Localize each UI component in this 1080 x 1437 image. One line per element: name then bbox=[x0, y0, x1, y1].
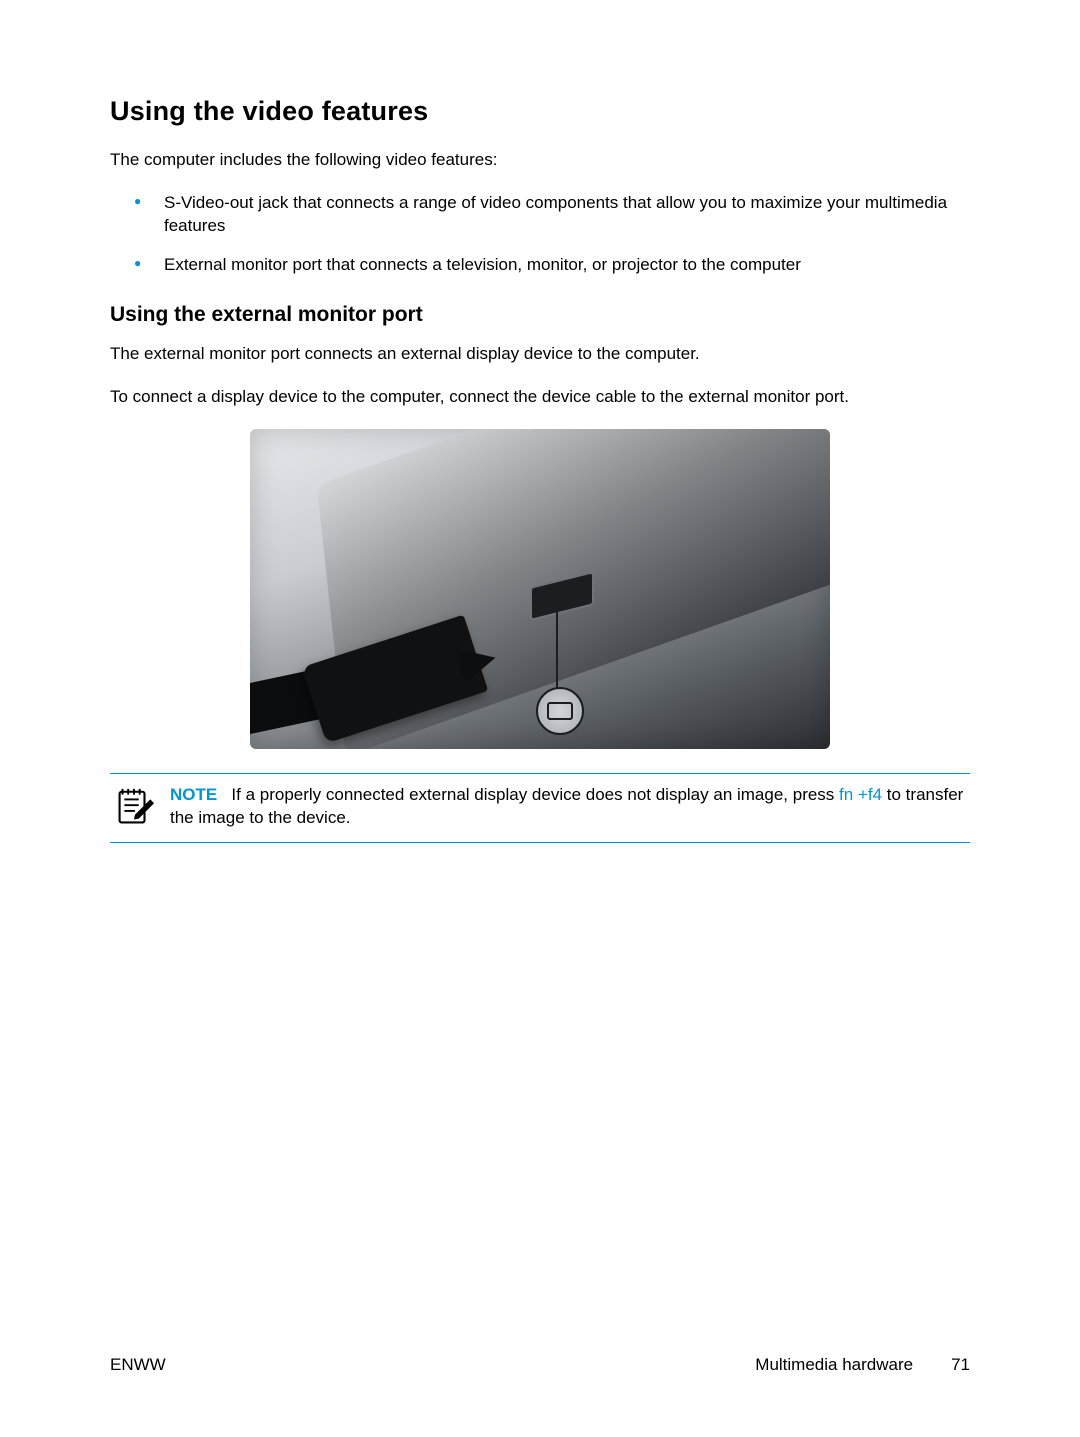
footer-section: Multimedia hardware bbox=[755, 1355, 913, 1375]
note-label: NOTE bbox=[170, 785, 217, 804]
callout-line bbox=[556, 604, 558, 689]
footer-page-number: 71 bbox=[951, 1355, 970, 1375]
note-block: NOTE If a properly connected external di… bbox=[110, 773, 970, 843]
intro-paragraph: The computer includes the following vide… bbox=[110, 149, 970, 172]
list-item: External monitor port that connects a te… bbox=[110, 254, 970, 277]
list-item: S-Video-out jack that connects a range o… bbox=[110, 192, 970, 238]
heading-sub: Using the external monitor port bbox=[110, 303, 970, 327]
footer-left: ENWW bbox=[110, 1355, 166, 1375]
paragraph-2: To connect a display device to the compu… bbox=[110, 386, 970, 409]
paragraph-1: The external monitor port connects an ex… bbox=[110, 343, 970, 366]
monitor-port-callout-icon bbox=[536, 687, 584, 735]
note-text-before: If a properly connected external display… bbox=[231, 785, 839, 804]
note-text: NOTE If a properly connected external di… bbox=[170, 784, 970, 830]
heading-main: Using the video features bbox=[110, 96, 970, 127]
feature-bullet-list: S-Video-out jack that connects a range o… bbox=[110, 192, 970, 277]
monitor-port-illustration bbox=[250, 429, 830, 749]
document-page: Using the video features The computer in… bbox=[0, 0, 1080, 1437]
page-footer: ENWW Multimedia hardware 71 bbox=[110, 1355, 970, 1375]
note-key-combo: fn +f4 bbox=[839, 785, 882, 804]
note-icon bbox=[110, 786, 156, 832]
